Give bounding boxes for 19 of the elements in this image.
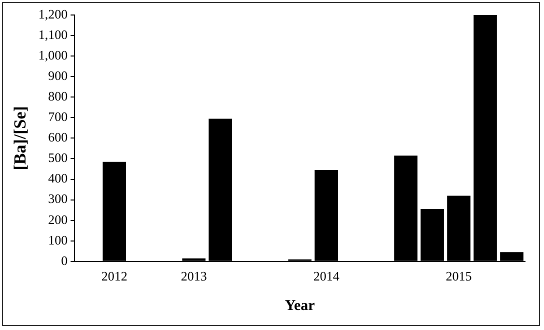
y-tick-label: 600 xyxy=(48,130,68,145)
x-axis-title: Year xyxy=(284,298,316,314)
y-tick-label: 900 xyxy=(48,68,68,84)
y-tick-label: 300 xyxy=(48,191,68,206)
x-tick-label: 2015 xyxy=(446,268,472,284)
y-tick-label: 200 xyxy=(48,212,68,227)
y-tick-label: 700 xyxy=(48,109,68,124)
y-tick-label: 1,100 xyxy=(38,26,68,42)
y-axis-title: [Ba]/[Se] xyxy=(10,106,30,170)
x-tick-label: 2013 xyxy=(180,268,207,284)
y-tick-label: 400 xyxy=(48,170,68,186)
y-tick-label: 800 xyxy=(48,88,68,104)
y-tick-label: 1,000 xyxy=(38,47,68,62)
y-tick-label: 0 xyxy=(61,252,68,268)
y-tick-label: 1,200 xyxy=(38,6,68,22)
x-tick-label: 2012 xyxy=(101,268,128,284)
y-tick-label: 100 xyxy=(48,232,68,248)
y-tick-label: 500 xyxy=(48,150,68,166)
x-tick-label: 2014 xyxy=(313,268,340,284)
